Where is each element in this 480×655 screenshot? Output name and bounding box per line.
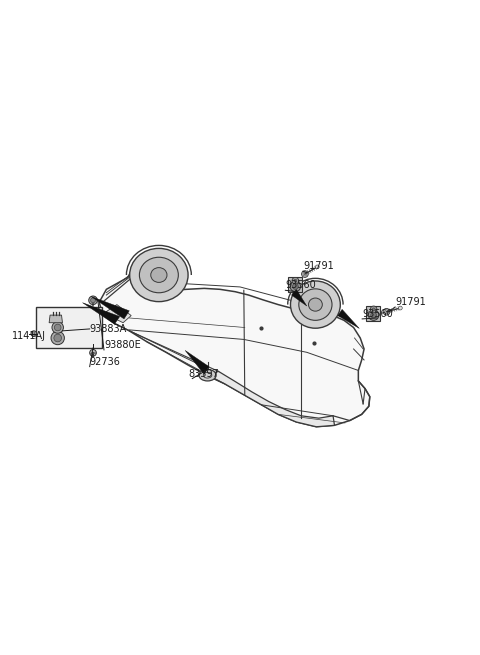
Text: 93560: 93560	[285, 280, 316, 290]
Ellipse shape	[151, 268, 167, 282]
Circle shape	[54, 334, 61, 342]
Circle shape	[294, 279, 297, 282]
Circle shape	[89, 296, 97, 305]
FancyBboxPatch shape	[36, 307, 102, 348]
Text: 91791: 91791	[303, 261, 334, 271]
Ellipse shape	[290, 281, 340, 328]
Circle shape	[368, 310, 379, 320]
Circle shape	[290, 281, 300, 291]
Text: 83397: 83397	[189, 369, 219, 379]
Circle shape	[315, 265, 319, 269]
Circle shape	[31, 331, 36, 337]
Polygon shape	[83, 303, 120, 324]
Text: 93880E: 93880E	[104, 340, 141, 350]
Ellipse shape	[130, 248, 188, 302]
Polygon shape	[99, 271, 370, 427]
Polygon shape	[206, 371, 335, 427]
Polygon shape	[288, 277, 302, 292]
Circle shape	[301, 271, 308, 277]
Circle shape	[383, 309, 390, 315]
Circle shape	[90, 350, 96, 356]
Text: 93560: 93560	[362, 309, 393, 319]
Circle shape	[292, 284, 298, 290]
Circle shape	[371, 312, 376, 318]
Polygon shape	[91, 297, 129, 319]
Text: 91791: 91791	[395, 297, 426, 307]
Polygon shape	[338, 309, 360, 328]
Polygon shape	[185, 350, 209, 374]
Circle shape	[372, 308, 375, 310]
Circle shape	[54, 324, 61, 331]
Polygon shape	[104, 305, 131, 323]
Ellipse shape	[139, 257, 179, 293]
Ellipse shape	[299, 289, 332, 320]
Circle shape	[398, 306, 402, 310]
Ellipse shape	[199, 369, 216, 381]
Ellipse shape	[309, 298, 323, 311]
Text: 92736: 92736	[90, 356, 120, 367]
Polygon shape	[291, 290, 307, 306]
Circle shape	[91, 298, 96, 303]
Polygon shape	[49, 315, 62, 323]
Text: 93883A: 93883A	[90, 324, 127, 334]
Circle shape	[370, 306, 377, 312]
Text: 1141AJ: 1141AJ	[12, 331, 46, 341]
Circle shape	[52, 322, 63, 333]
Circle shape	[292, 277, 299, 284]
Polygon shape	[366, 305, 380, 321]
Circle shape	[51, 331, 64, 345]
